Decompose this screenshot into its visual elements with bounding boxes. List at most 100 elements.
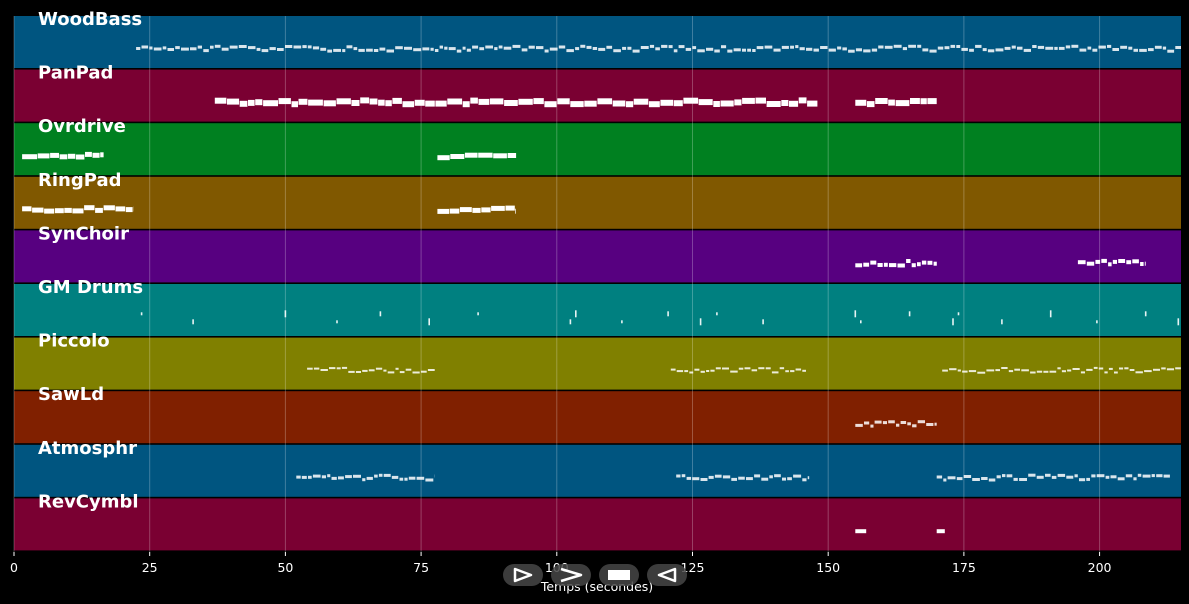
note xyxy=(1139,48,1147,52)
note xyxy=(684,370,689,373)
note xyxy=(1098,45,1106,49)
note xyxy=(673,100,683,107)
note xyxy=(1079,48,1087,52)
note xyxy=(799,47,805,51)
note xyxy=(404,46,412,50)
track-band-sawld[interactable] xyxy=(14,391,1181,444)
note xyxy=(72,208,84,214)
note xyxy=(485,45,493,49)
note xyxy=(507,153,517,158)
note xyxy=(425,478,434,482)
note xyxy=(307,45,312,49)
notes-panpad xyxy=(214,97,937,108)
note xyxy=(1061,370,1066,373)
note xyxy=(927,98,937,105)
note xyxy=(369,98,378,105)
note xyxy=(320,47,327,51)
track-band-panpad[interactable] xyxy=(14,69,1181,122)
play-button[interactable] xyxy=(503,564,543,586)
note xyxy=(584,100,597,107)
note xyxy=(1036,370,1043,373)
track-band-piccolo[interactable] xyxy=(14,337,1181,390)
track-band-revcymbl[interactable] xyxy=(14,498,1181,551)
note xyxy=(633,98,649,105)
note xyxy=(528,45,535,49)
note xyxy=(1153,368,1160,371)
rewind-button[interactable] xyxy=(647,564,687,586)
note xyxy=(399,371,405,374)
note xyxy=(986,369,995,372)
x-tick-label: 25 xyxy=(142,560,158,575)
note xyxy=(1086,261,1095,266)
note xyxy=(456,49,462,53)
note xyxy=(512,44,521,48)
note xyxy=(1086,477,1090,481)
fast-forward-button[interactable] xyxy=(551,564,591,586)
note xyxy=(713,101,720,107)
note xyxy=(341,366,348,369)
note xyxy=(336,98,351,105)
drum-hit xyxy=(716,312,718,316)
track-band-synchoir[interactable] xyxy=(14,230,1181,283)
note xyxy=(444,46,448,50)
drum-hit xyxy=(1096,320,1098,324)
drum-hit xyxy=(699,318,702,326)
note xyxy=(255,99,263,106)
note xyxy=(908,44,916,48)
note xyxy=(1154,45,1162,49)
note xyxy=(897,263,905,268)
note xyxy=(963,475,972,478)
note xyxy=(895,100,910,107)
note xyxy=(544,49,549,53)
note xyxy=(870,260,877,265)
note xyxy=(790,45,794,49)
note xyxy=(338,476,344,480)
note xyxy=(308,99,323,106)
note xyxy=(1112,259,1117,264)
note xyxy=(700,370,705,373)
note xyxy=(336,367,341,370)
track-band-woodbass[interactable] xyxy=(14,16,1181,68)
note xyxy=(934,422,937,426)
note xyxy=(549,47,558,51)
note xyxy=(383,473,391,477)
note xyxy=(676,370,684,373)
note xyxy=(385,100,392,107)
note xyxy=(806,47,813,51)
drum-hit xyxy=(908,311,911,317)
note xyxy=(100,152,104,158)
note xyxy=(888,420,895,424)
note xyxy=(430,47,434,51)
note xyxy=(413,48,422,52)
note xyxy=(285,45,293,48)
track-band-gm-drums[interactable] xyxy=(14,284,1181,336)
x-tick-label: 50 xyxy=(277,560,293,575)
note xyxy=(697,49,705,53)
note xyxy=(790,370,795,373)
track-band-atmosphr[interactable] xyxy=(14,444,1181,497)
drum-hit xyxy=(1144,311,1147,317)
note xyxy=(640,46,649,49)
track-band-ringpad[interactable] xyxy=(14,176,1181,229)
notes-synchoir xyxy=(855,258,1146,268)
note xyxy=(996,475,1001,479)
note xyxy=(933,261,937,266)
track-label-atmosphr: Atmosphr xyxy=(38,438,137,459)
stop-button[interactable] xyxy=(599,564,639,586)
note xyxy=(597,98,613,105)
note xyxy=(566,49,574,53)
note xyxy=(1175,367,1181,370)
note xyxy=(692,477,700,481)
note xyxy=(162,46,167,50)
note xyxy=(1066,475,1074,479)
note xyxy=(1067,369,1072,372)
note xyxy=(798,97,807,104)
track-band-ovrdrive[interactable] xyxy=(14,123,1181,176)
note xyxy=(1011,45,1016,49)
note xyxy=(450,154,465,159)
note xyxy=(22,154,38,160)
note xyxy=(420,370,427,373)
note xyxy=(1006,474,1013,478)
track-label-synchoir: SynChoir xyxy=(38,223,129,244)
